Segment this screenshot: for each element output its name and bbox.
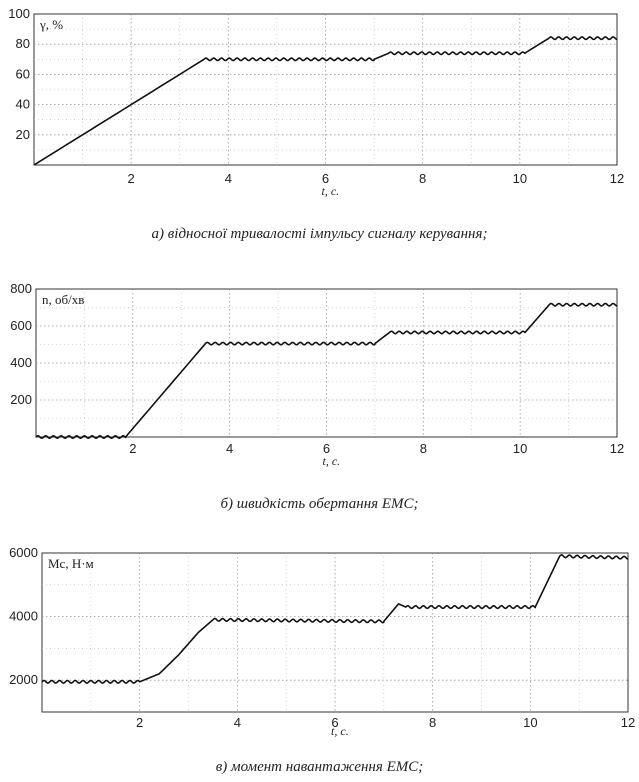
gamma-y-tick: 100	[8, 6, 30, 21]
chart-torque-caption: в) момент навантаження ЕМС;	[215, 759, 424, 775]
chart-torque: 2 4 6 8 10 12 2000 4000 6000 Мс, Н·м t, c. в) моме…	[0, 537, 639, 782]
torque-series-line	[41, 554, 629, 684]
torque-y-label: Мс, Н·м	[48, 556, 94, 571]
gamma-x-tick: 10	[513, 171, 527, 186]
gamma-y-tick: 20	[16, 127, 30, 142]
speed-x-tick: 12	[610, 441, 624, 456]
speed-x-tick: 6	[323, 441, 330, 456]
gamma-x-tick: 6	[322, 171, 329, 186]
speed-x-tick: 4	[226, 441, 233, 456]
gamma-x-label: t, c.	[322, 184, 340, 198]
speed-plot-frame	[35, 288, 618, 438]
speed-y-tick: 600	[10, 318, 32, 333]
speed-series-line	[35, 302, 618, 439]
speed-x-tick: 8	[420, 441, 427, 456]
speed-y-tick: 400	[10, 355, 32, 370]
chart-torque-plot: 2 4 6 8 10 12 2000 4000 6000 Мс, Н·м t, c.	[9, 545, 635, 738]
speed-x-tick: 10	[513, 441, 527, 456]
torque-x-tick: 8	[429, 715, 436, 730]
torque-x-tick: 4	[234, 715, 241, 730]
speed-x-tick: 2	[129, 441, 136, 456]
chart-gamma: 2 4 6 8 10 12 20 40 60 80 100 γ, % t, c. а) відносно…	[0, 0, 639, 250]
gamma-x-tick: 4	[225, 171, 232, 186]
gamma-y-tick: 60	[16, 66, 30, 81]
speed-y-tick: 800	[10, 281, 32, 296]
gamma-y-label: γ, %	[39, 17, 63, 32]
torque-x-tick: 6	[331, 715, 338, 730]
chart-gamma-caption: а) відносної тривалості імпульсу сигналу…	[151, 226, 488, 242]
chart-gamma-plot: 2 4 6 8 10 12 20 40 60 80 100 γ, % t, c.	[8, 6, 624, 198]
torque-x-label: t, c.	[331, 724, 349, 738]
gamma-x-tick: 12	[610, 171, 624, 186]
torque-x-tick: 12	[621, 715, 635, 730]
torque-y-tick: 2000	[9, 672, 38, 687]
gamma-y-tick: 40	[16, 97, 30, 112]
gamma-x-tick: 2	[128, 171, 135, 186]
torque-y-tick: 4000	[9, 609, 38, 624]
gamma-series-line	[33, 36, 618, 166]
speed-y-tick: 200	[10, 392, 32, 407]
gamma-x-tick: 8	[419, 171, 426, 186]
chart-speed: 2 4 6 8 10 12 200 400 600 800 n, об/хв t, c. б) шви…	[0, 270, 639, 515]
chart-speed-plot: 2 4 6 8 10 12 200 400 600 800 n, об/хв t, c.	[10, 281, 624, 468]
gamma-y-tick: 80	[16, 36, 30, 51]
torque-x-tick: 10	[523, 715, 537, 730]
torque-x-tick: 2	[136, 715, 143, 730]
torque-plot-frame	[41, 552, 629, 713]
speed-y-label: n, об/хв	[42, 292, 84, 307]
chart-speed-caption: б) швидкість обертання ЕМС;	[220, 496, 419, 512]
torque-y-tick: 6000	[9, 545, 38, 560]
speed-x-label: t, c.	[323, 454, 341, 468]
